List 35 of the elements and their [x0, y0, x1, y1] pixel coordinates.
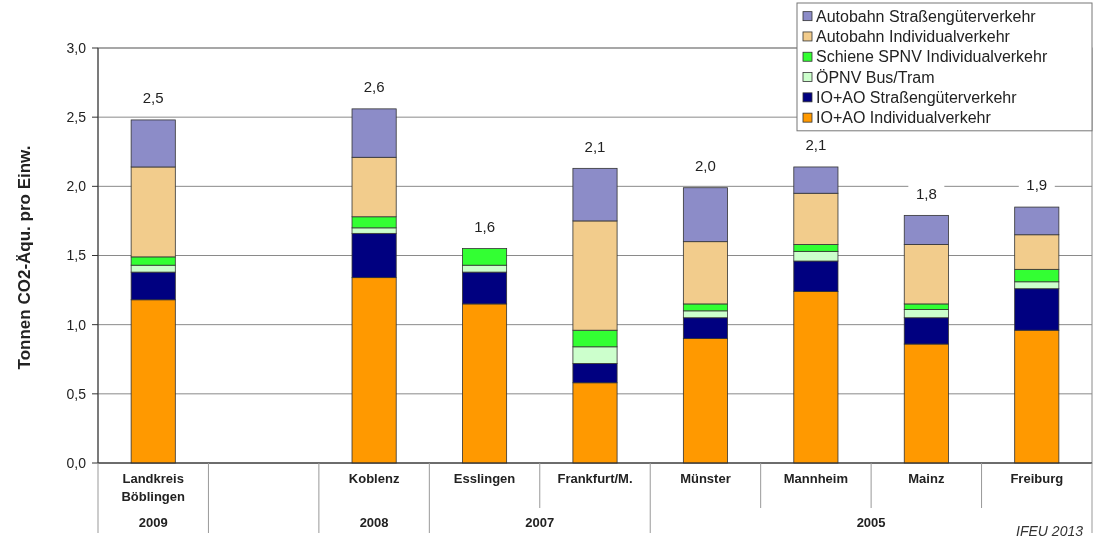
- text: 2009: [138, 515, 168, 530]
- y-tick-label: 2,0: [66, 178, 87, 195]
- y-tick-label: 3,0: [66, 39, 87, 56]
- total-label: 1,9: [1026, 176, 1048, 194]
- total-label: 2,5: [142, 89, 164, 107]
- y-tick-label: 2,5: [66, 109, 87, 126]
- x-tick-label: Koblenz: [348, 471, 400, 486]
- x-tick-label: Esslingen: [453, 471, 516, 486]
- x-tick-label: Mannheim: [783, 471, 849, 486]
- total-label: 2,1: [584, 137, 606, 155]
- y-axis-title: Tonnen CO2-Äqu. pro Einw.: [15, 145, 34, 370]
- total-label: 1,6: [474, 217, 495, 235]
- text: IFEU 2013: [1016, 523, 1084, 539]
- legend-label: Autobahn Straßengüterverkehr: [816, 7, 1037, 25]
- legend-label: IO+AO Individualverkehr: [816, 109, 992, 127]
- x-tick-label: Freiburg: [1010, 471, 1064, 486]
- total-label: 1,8: [915, 184, 937, 202]
- total-label: 2,0: [695, 156, 716, 174]
- legend-label: IO+AO Straßengüterverkehr: [816, 88, 1018, 106]
- x-tick-label: Landkreis Böblingen: [121, 471, 186, 504]
- x-tick-label: Münster: [680, 471, 731, 486]
- y-tick-label: 0,5: [66, 385, 87, 402]
- text: 2008: [359, 515, 389, 530]
- y-tick-label: 0,0: [66, 454, 87, 471]
- text: 2007: [525, 515, 555, 530]
- total-label: 2,6: [363, 78, 385, 96]
- legend-label: Schiene SPNV Individualverkehr: [816, 48, 1048, 66]
- x-tick-label: Frankfurt/M.: [557, 471, 633, 486]
- x-tick-label: Mainz: [908, 471, 945, 486]
- total-label: 2,1: [805, 136, 827, 154]
- y-tick-label: 1,0: [66, 316, 87, 333]
- y-tick-label: 1,5: [66, 247, 87, 264]
- text: 2005: [856, 515, 886, 530]
- legend-label: ÖPNV Bus/Tram: [816, 68, 935, 86]
- legend-label: Autobahn Individualverkehr: [816, 28, 1011, 46]
